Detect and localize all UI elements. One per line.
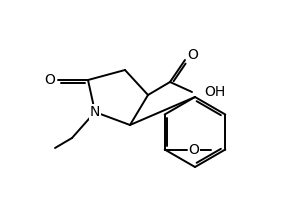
Text: N: N (90, 105, 100, 119)
Text: OH: OH (204, 85, 225, 99)
Text: O: O (188, 142, 199, 156)
Text: O: O (45, 73, 55, 87)
Text: O: O (187, 48, 198, 62)
